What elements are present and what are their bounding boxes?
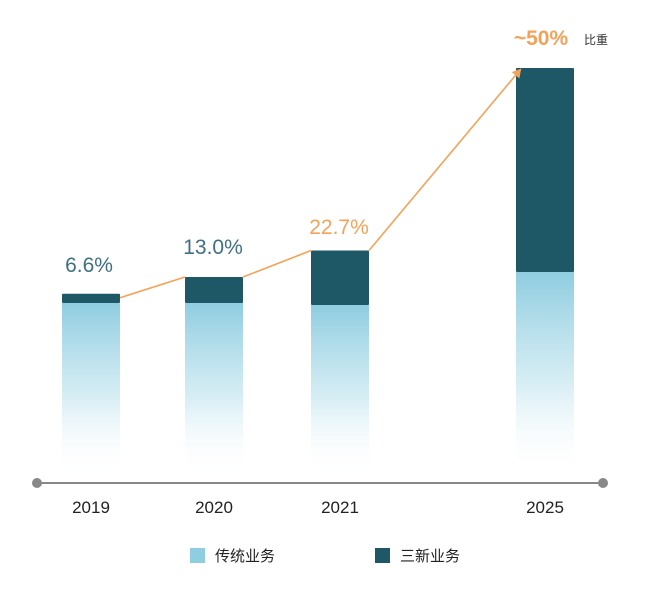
bar-traditional-2019 bbox=[62, 303, 120, 475]
trend-arrow bbox=[119, 70, 520, 299]
x-axis-start-dot bbox=[32, 478, 42, 488]
bar-new-2021 bbox=[311, 250, 369, 305]
labels-group: 6.6% 13.0% 22.7% ~50% bbox=[65, 27, 568, 277]
bar-traditional-2020 bbox=[185, 303, 243, 475]
legend-swatch-new bbox=[375, 548, 390, 563]
share-note: 比重 bbox=[584, 33, 609, 47]
data-label-2020: 13.0% bbox=[183, 236, 243, 259]
bar-new-2025 bbox=[516, 68, 574, 272]
bar-traditional-2025 bbox=[516, 272, 574, 475]
x-tick-label-2019: 2019 bbox=[72, 498, 110, 517]
data-label-2025: ~50% bbox=[514, 27, 569, 50]
legend-item-traditional: 传统业务 bbox=[190, 545, 275, 566]
legend-label-traditional: 传统业务 bbox=[215, 547, 276, 565]
x-axis: 2019 2020 2021 2025 bbox=[32, 478, 608, 517]
chart: 2019 2020 2021 2025 6.6% 13.0% 22.7% ~50% bbox=[32, 27, 608, 517]
data-label-2019: 6.6% bbox=[65, 254, 113, 277]
x-tick-label-2025: 2025 bbox=[526, 498, 564, 517]
legend-label-new: 三新业务 bbox=[400, 547, 461, 565]
bar-traditional-2021 bbox=[311, 305, 369, 475]
trend-line-group bbox=[119, 70, 520, 299]
legend-item-new: 三新业务 bbox=[375, 545, 460, 566]
legend-swatch-traditional bbox=[190, 548, 205, 563]
bar-new-2020 bbox=[185, 277, 243, 303]
bars-group bbox=[62, 68, 574, 475]
bar-new-2019 bbox=[62, 293, 120, 303]
legend: 传统业务 三新业务 bbox=[0, 543, 669, 569]
x-tick-label-2020: 2020 bbox=[195, 498, 233, 517]
data-label-2021: 22.7% bbox=[309, 216, 369, 239]
x-axis-end-dot bbox=[598, 478, 608, 488]
x-tick-label-2021: 2021 bbox=[321, 498, 359, 517]
